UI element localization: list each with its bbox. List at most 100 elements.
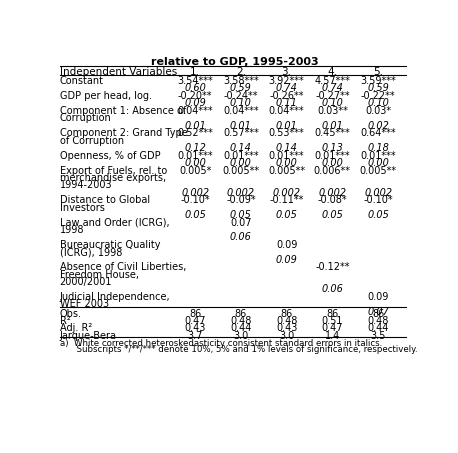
Text: 86: 86	[326, 309, 338, 319]
Text: 4.: 4.	[327, 67, 338, 77]
Text: Component 1: Absence of: Component 1: Absence of	[60, 106, 186, 116]
Text: -0.12**: -0.12**	[315, 262, 349, 272]
Text: 0.48: 0.48	[230, 316, 251, 326]
Text: 0.005**: 0.005**	[360, 166, 397, 176]
Text: 0.03**: 0.03**	[317, 106, 348, 116]
Text: -0.27**: -0.27**	[315, 91, 350, 101]
Text: 0.57***: 0.57***	[223, 128, 259, 138]
Text: 0.01: 0.01	[276, 120, 298, 130]
Text: 3.92***: 3.92***	[269, 76, 305, 86]
Text: -0.20**: -0.20**	[178, 91, 213, 101]
Text: Freedom House,: Freedom House,	[60, 270, 139, 280]
Text: 3.58***: 3.58***	[223, 76, 259, 86]
Text: Absence of Civil Liberties,: Absence of Civil Liberties,	[60, 262, 186, 272]
Text: Distance to Global: Distance to Global	[60, 195, 150, 205]
Text: Openness, % of GDP: Openness, % of GDP	[60, 150, 160, 161]
Text: 0.005*: 0.005*	[179, 166, 212, 176]
Text: 0.07: 0.07	[367, 307, 389, 317]
Text: 0.74: 0.74	[276, 83, 298, 93]
Text: 3.7: 3.7	[187, 331, 203, 341]
Text: 0.64***: 0.64***	[360, 128, 396, 138]
Text: 0.01: 0.01	[322, 120, 344, 130]
Text: -0.26**: -0.26**	[269, 91, 304, 101]
Text: 0.04***: 0.04***	[177, 106, 213, 116]
Text: 3.0: 3.0	[233, 331, 249, 341]
Text: 0.09: 0.09	[276, 255, 298, 265]
Text: 0.002: 0.002	[318, 188, 346, 198]
Text: Export of Fuels, rel. to: Export of Fuels, rel. to	[60, 166, 167, 176]
Text: -0.08*: -0.08*	[317, 195, 347, 205]
Text: 86: 86	[235, 309, 247, 319]
Text: 0.18: 0.18	[367, 143, 389, 153]
Text: Obs.: Obs.	[60, 309, 82, 319]
Text: 0.01***: 0.01***	[315, 150, 350, 161]
Text: 0.10: 0.10	[367, 98, 389, 108]
Text: R²: R²	[60, 316, 71, 326]
Text: Constant: Constant	[60, 76, 104, 86]
Text: 0.60: 0.60	[184, 83, 206, 93]
Text: 0.05: 0.05	[276, 210, 298, 220]
Text: 0.05: 0.05	[322, 210, 344, 220]
Text: 0.47: 0.47	[185, 316, 206, 326]
Text: 0.47: 0.47	[322, 323, 343, 333]
Text: 0.00: 0.00	[184, 158, 206, 168]
Text: Law and Order (ICRG),: Law and Order (ICRG),	[60, 217, 169, 227]
Text: 0.05: 0.05	[184, 210, 206, 220]
Text: 0.51: 0.51	[322, 316, 343, 326]
Text: 0.002: 0.002	[364, 188, 392, 198]
Text: -0.10*: -0.10*	[363, 195, 393, 205]
Text: 0.09: 0.09	[367, 292, 389, 302]
Text: 86: 86	[372, 309, 384, 319]
Text: 3.54***: 3.54***	[177, 76, 213, 86]
Text: a)  White corrected heteroskedasticity consistent standard errors in italics.: a) White corrected heteroskedasticity co…	[60, 339, 382, 348]
Text: 2000/2001: 2000/2001	[60, 277, 112, 287]
Text: 1998: 1998	[60, 225, 84, 235]
Text: 0.005**: 0.005**	[223, 166, 260, 176]
Text: 0.05: 0.05	[230, 210, 252, 220]
Text: 0.01***: 0.01***	[360, 150, 396, 161]
Text: 0.12: 0.12	[184, 143, 206, 153]
Text: 0.45***: 0.45***	[315, 128, 350, 138]
Text: Investors: Investors	[60, 202, 104, 212]
Text: 0.10: 0.10	[230, 98, 252, 108]
Text: 0.06: 0.06	[230, 232, 252, 242]
Text: 0.05: 0.05	[367, 210, 389, 220]
Text: WEF 2003: WEF 2003	[60, 299, 109, 309]
Text: 0.00: 0.00	[230, 158, 252, 168]
Text: 0.00: 0.00	[367, 158, 389, 168]
Text: of Corruption: of Corruption	[60, 135, 124, 145]
Text: Bureaucratic Quality: Bureaucratic Quality	[60, 240, 160, 250]
Text: 3.0: 3.0	[279, 331, 294, 341]
Text: 0.01***: 0.01***	[177, 150, 213, 161]
Text: Jarque-Bera: Jarque-Bera	[60, 331, 117, 341]
Text: 0.09: 0.09	[276, 240, 297, 250]
Text: 0.52***: 0.52***	[177, 128, 213, 138]
Text: 0.59: 0.59	[230, 83, 252, 93]
Text: 0.03*: 0.03*	[365, 106, 391, 116]
Text: 0.44: 0.44	[367, 323, 389, 333]
Text: Subscripts */**/*** denote 10%, 5% and 1% levels of significance, respectively.: Subscripts */**/*** denote 10%, 5% and 1…	[60, 346, 417, 354]
Text: 1.: 1.	[190, 67, 200, 77]
Text: Judicial Independence,: Judicial Independence,	[60, 292, 170, 302]
Text: Adj. R²: Adj. R²	[60, 323, 92, 333]
Text: 0.74: 0.74	[322, 83, 344, 93]
Text: relative to GDP, 1995-2003: relative to GDP, 1995-2003	[151, 58, 318, 67]
Text: 1.4: 1.4	[325, 331, 340, 341]
Text: merchandise exports,: merchandise exports,	[60, 173, 166, 183]
Text: 0.00: 0.00	[276, 158, 298, 168]
Text: 0.02: 0.02	[367, 120, 389, 130]
Text: 0.09: 0.09	[184, 98, 206, 108]
Text: 0.07: 0.07	[230, 217, 252, 227]
Text: -0.09*: -0.09*	[226, 195, 256, 205]
Text: (ICRG), 1998: (ICRG), 1998	[60, 247, 122, 257]
Text: 0.006**: 0.006**	[314, 166, 351, 176]
Text: -0.24**: -0.24**	[224, 91, 258, 101]
Text: 0.43: 0.43	[276, 323, 297, 333]
Text: 0.48: 0.48	[276, 316, 297, 326]
Text: 0.11: 0.11	[276, 98, 298, 108]
Text: -0.10*: -0.10*	[180, 195, 210, 205]
Text: 0.53***: 0.53***	[269, 128, 305, 138]
Text: 0.01***: 0.01***	[223, 150, 259, 161]
Text: 86: 86	[280, 309, 293, 319]
Text: -0.22**: -0.22**	[361, 91, 395, 101]
